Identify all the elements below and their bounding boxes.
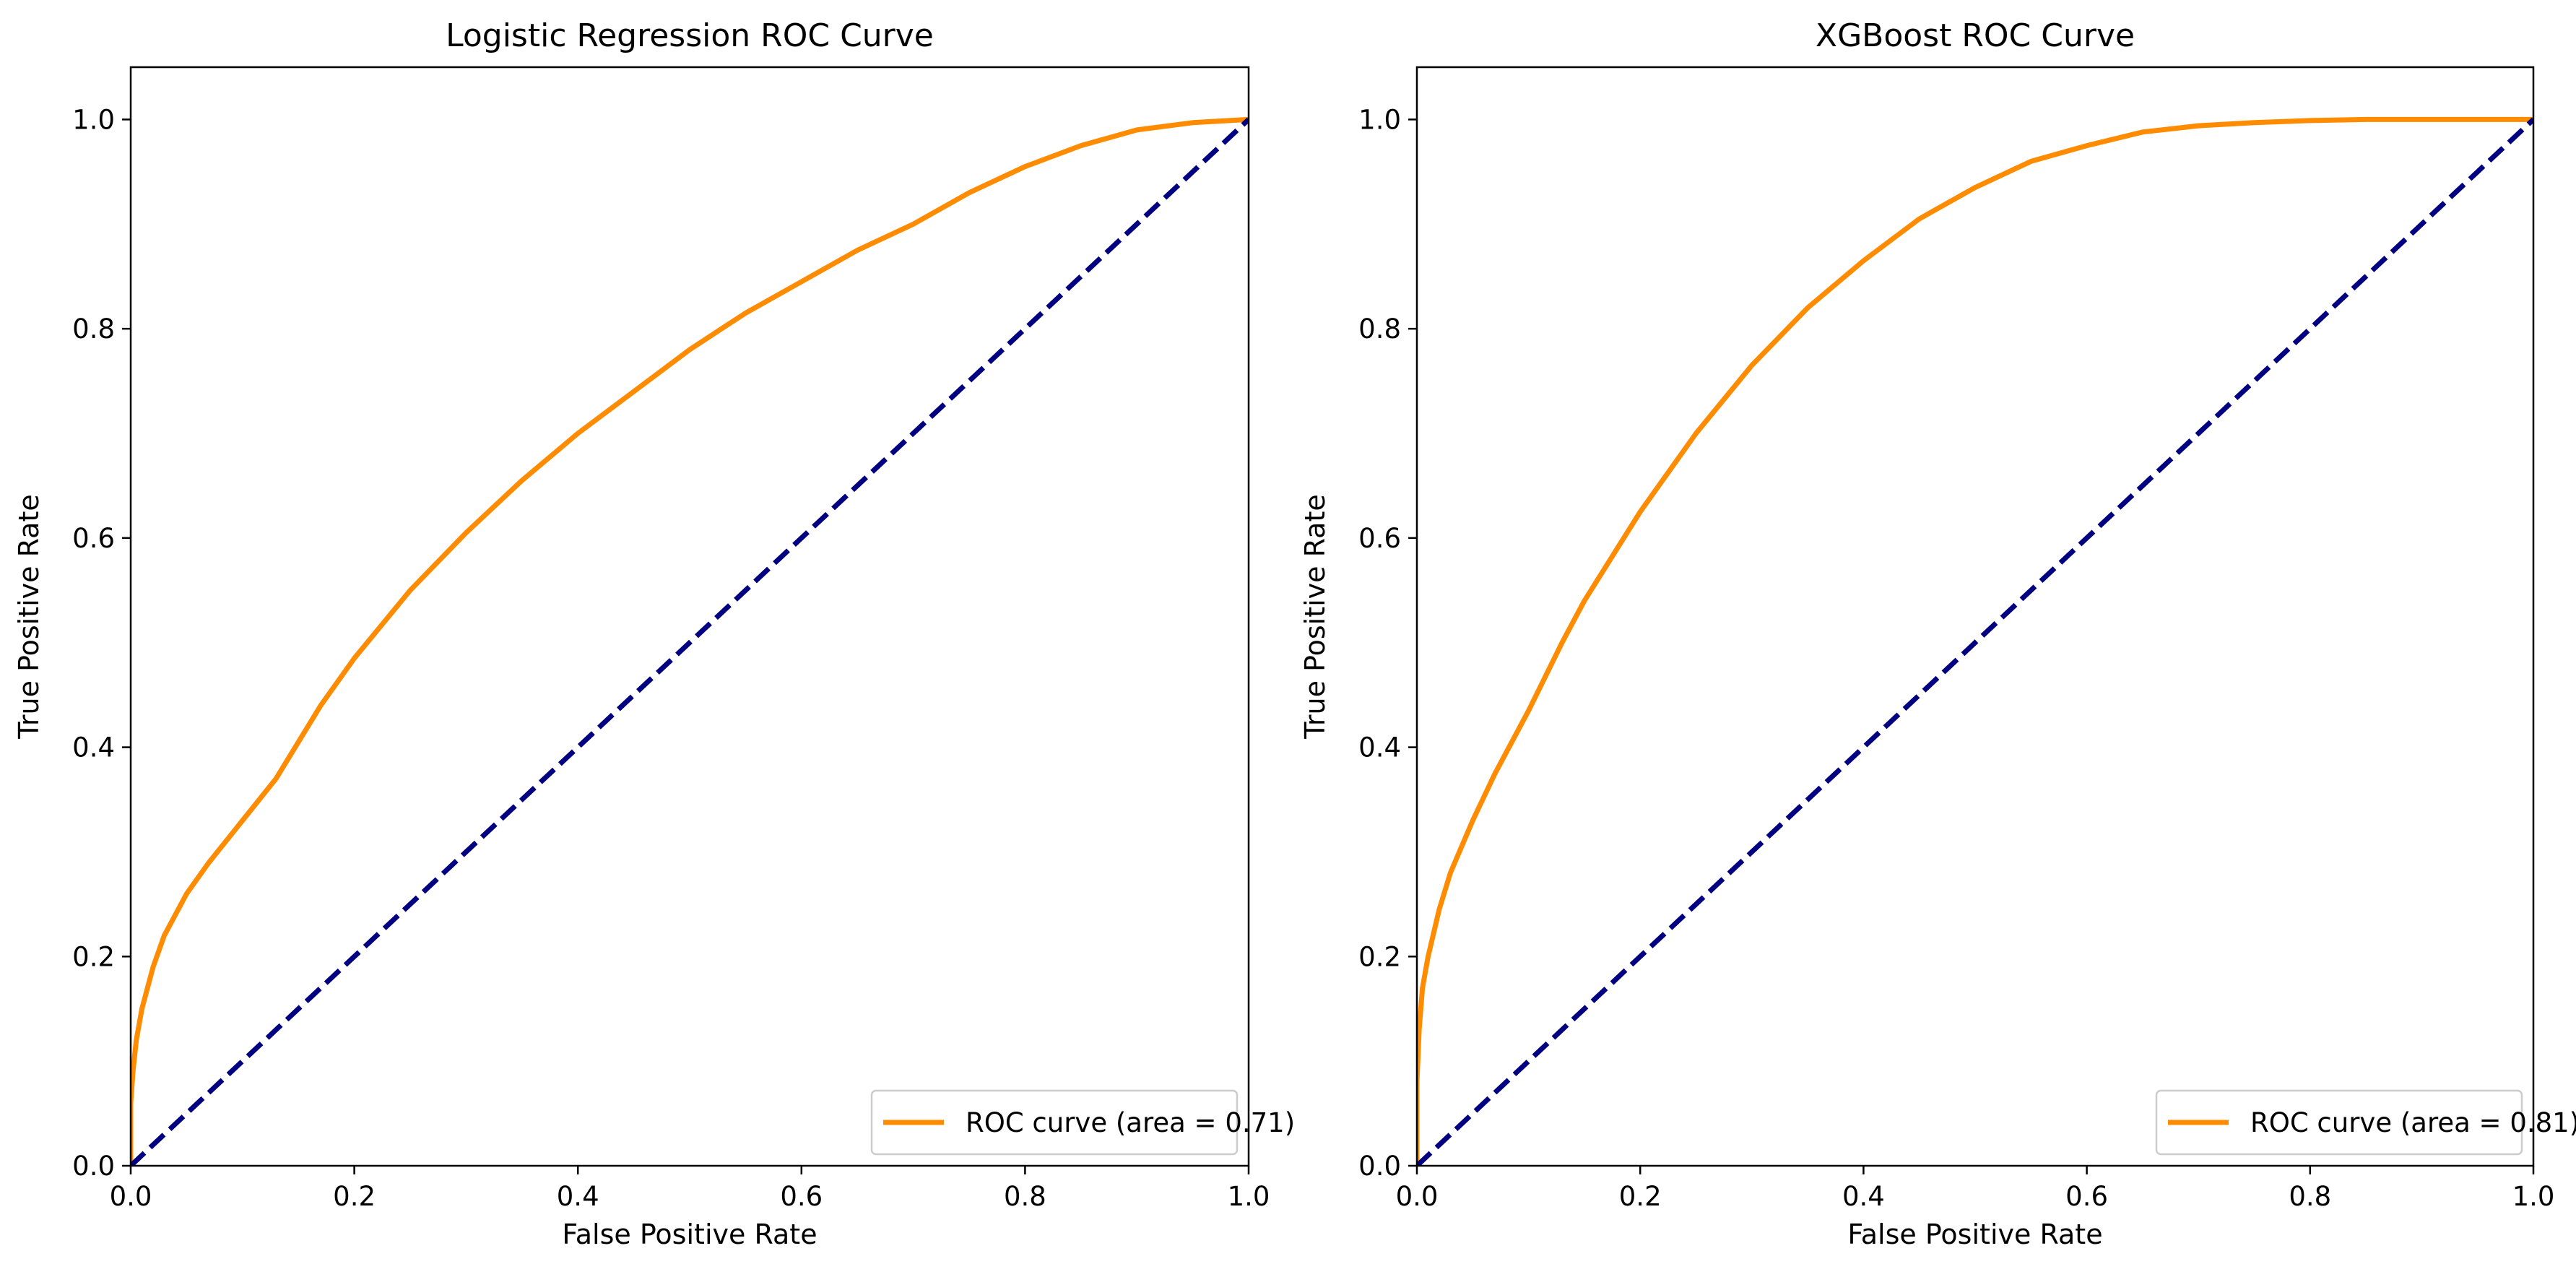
x-tick-label: 0.8 (1004, 1181, 1046, 1212)
legend-box (2155, 1089, 2523, 1156)
y-tick-label: 0.0 (1358, 1151, 1401, 1182)
y-axis-label: True Positive Rate (13, 494, 45, 740)
x-tick-label: 1.0 (1228, 1181, 1270, 1212)
y-tick-label: 0.8 (72, 313, 115, 345)
series-layer (131, 116, 1249, 1166)
legend-box (870, 1089, 1239, 1156)
logistic-regression-roc-panel: 0.0 0.2 0.4 0.6 0.8 1.0 0.0 0.2 0.4 0.6 0.8 1.0 Log… (13, 17, 1295, 1250)
x-tick-label: 0.2 (333, 1181, 376, 1212)
x-tick-label: 0.0 (110, 1181, 152, 1212)
x-tick-label: 0.2 (1619, 1181, 1662, 1212)
tick-layer: 0.0 0.2 0.4 0.6 0.8 1.0 0.0 0.2 0.4 0.6 0.8 1.0 (1358, 104, 2554, 1212)
xgboost-roc-panel: 0.0 0.2 0.4 0.6 0.8 1.0 0.0 0.2 0.4 0.6 0.8 1.0 XGB… (1299, 17, 2576, 1250)
y-tick-label: 0.4 (72, 732, 115, 763)
axes-frame (1415, 66, 2535, 1167)
y-tick-label: 0.0 (72, 1151, 115, 1182)
series-layer (1417, 116, 2533, 1166)
x-axis-label: False Positive Rate (1847, 1218, 2102, 1250)
axes-spine-box (1415, 66, 2535, 1167)
legend: ROC curve (area = 0.71) (870, 1089, 1295, 1156)
y-tick-label: 0.6 (1358, 523, 1401, 554)
y-axis-label: True Positive Rate (1299, 494, 1331, 740)
y-tick-label: 0.2 (1358, 941, 1401, 972)
y-tick-label: 0.6 (72, 523, 115, 554)
x-tick-label: 0.8 (2289, 1181, 2331, 1212)
x-tick-label: 0.4 (1842, 1181, 1885, 1212)
axes-frame (129, 66, 1250, 1167)
tick-layer: 0.0 0.2 0.4 0.6 0.8 1.0 0.0 0.2 0.4 0.6 0.8 1.0 (72, 104, 1270, 1212)
x-tick-label: 0.6 (780, 1181, 823, 1212)
y-tick-label: 0.8 (1358, 313, 1401, 345)
roc-curve-line (131, 116, 1249, 1166)
legend: ROC curve (area = 0.81) (2155, 1089, 2576, 1156)
y-tick-label: 0.4 (1358, 732, 1401, 763)
legend-label: ROC curve (area = 0.81) (2250, 1107, 2576, 1138)
chance-diagonal-line (1417, 117, 2533, 1166)
chance-diagonal-line (131, 117, 1249, 1166)
x-tick-label: 0.0 (1396, 1181, 1439, 1212)
y-tick-label: 0.2 (72, 941, 115, 972)
axes-spine-box (129, 66, 1250, 1167)
chart-title: XGBoost ROC Curve (1816, 17, 2135, 54)
roc-curve-line (1417, 116, 2533, 1166)
chart-title: Logistic Regression ROC Curve (446, 17, 934, 54)
x-tick-label: 0.6 (2065, 1181, 2108, 1212)
y-tick-label: 1.0 (72, 104, 115, 135)
x-tick-label: 1.0 (2512, 1181, 2555, 1212)
x-tick-label: 0.4 (557, 1181, 599, 1212)
y-tick-label: 1.0 (1358, 104, 1401, 135)
x-axis-label: False Positive Rate (562, 1218, 817, 1250)
legend-label: ROC curve (area = 0.71) (966, 1107, 1295, 1138)
